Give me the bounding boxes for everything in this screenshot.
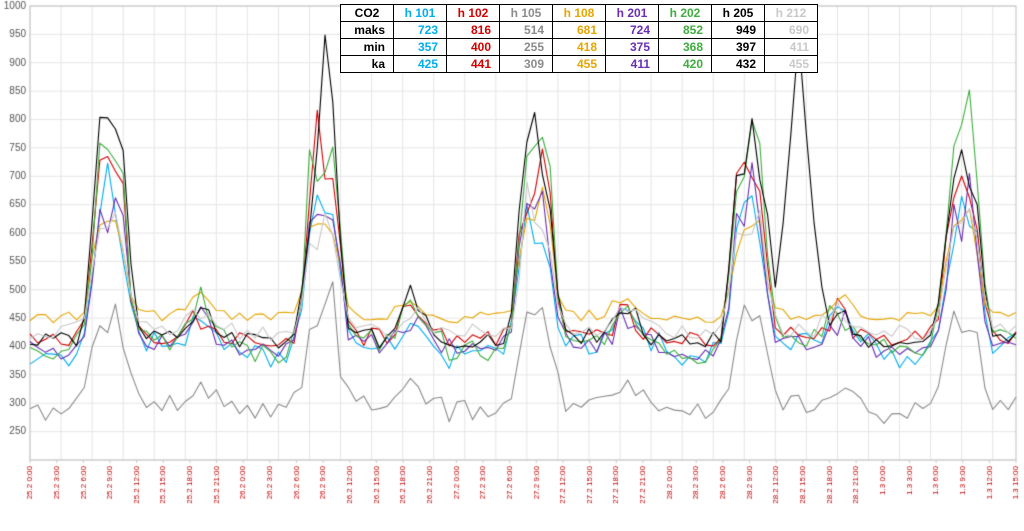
stats-value-cell: 816 <box>447 22 500 39</box>
stats-value-cell: 455 <box>765 56 818 73</box>
stats-series-header: h 101 <box>394 5 447 22</box>
stats-value-cell: 723 <box>394 22 447 39</box>
stats-value-cell: 690 <box>765 22 818 39</box>
stats-value-cell: 681 <box>553 22 606 39</box>
stats-series-header: h 105 <box>500 5 553 22</box>
stats-series-header: h 202 <box>659 5 712 22</box>
series-stats-table: CO2h 101h 102h 105h 108h 201h 202h 205h … <box>340 4 818 73</box>
stats-value-cell: 418 <box>553 39 606 56</box>
stats-value-cell: 852 <box>659 22 712 39</box>
stats-series-header: h 108 <box>553 5 606 22</box>
co2-line-chart <box>0 0 1024 531</box>
stats-value-cell: 420 <box>659 56 712 73</box>
stats-value-cell: 724 <box>606 22 659 39</box>
stats-value-cell: 411 <box>765 39 818 56</box>
stats-value-cell: 375 <box>606 39 659 56</box>
stats-title-cell: CO2 <box>341 5 394 22</box>
stats-value-cell: 357 <box>394 39 447 56</box>
stats-series-header: h 102 <box>447 5 500 22</box>
stats-value-cell: 432 <box>712 56 765 73</box>
stats-value-cell: 441 <box>447 56 500 73</box>
stats-value-cell: 425 <box>394 56 447 73</box>
stats-row-label: min <box>341 39 394 56</box>
stats-row-label: maks <box>341 22 394 39</box>
stats-value-cell: 514 <box>500 22 553 39</box>
stats-value-cell: 949 <box>712 22 765 39</box>
stats-series-header: h 212 <box>765 5 818 22</box>
stats-value-cell: 400 <box>447 39 500 56</box>
stats-value-cell: 411 <box>606 56 659 73</box>
stats-value-cell: 368 <box>659 39 712 56</box>
stats-series-header: h 201 <box>606 5 659 22</box>
stats-value-cell: 397 <box>712 39 765 56</box>
stats-value-cell: 309 <box>500 56 553 73</box>
stats-series-header: h 205 <box>712 5 765 22</box>
stats-value-cell: 455 <box>553 56 606 73</box>
stats-value-cell: 255 <box>500 39 553 56</box>
stats-row-label: ka <box>341 56 394 73</box>
